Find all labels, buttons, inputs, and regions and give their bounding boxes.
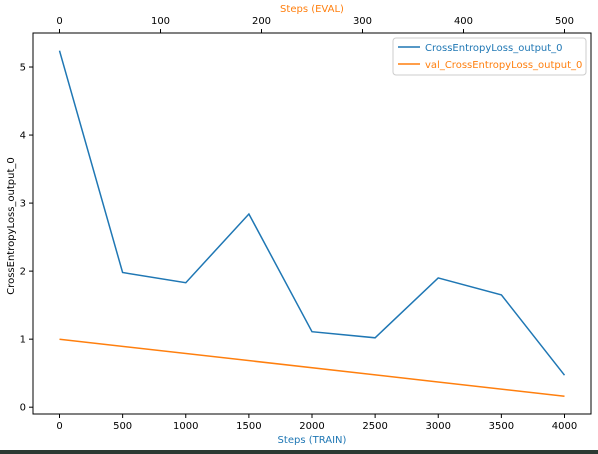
eval-loss-line [59, 338, 565, 398]
window-bottom-edge [0, 450, 598, 454]
y-tick-label: 4 [20, 131, 26, 142]
top-tick-label: 100 [151, 16, 170, 27]
y-tick-label: 3 [20, 199, 26, 210]
legend-eval-label: val_CrossEntropyLoss_output_0 [425, 60, 582, 71]
bottom-tick-label: 500 [113, 421, 132, 432]
y-tick-label: 5 [20, 63, 26, 74]
plot-frame [32, 32, 592, 415]
bottom-tick-label: 3000 [426, 421, 451, 432]
y-axis-title: CrossEntropyLoss_output_0 [6, 157, 17, 295]
legend-box [392, 37, 587, 76]
bottom-tick-label: 1000 [173, 421, 198, 432]
legend: CrossEntropyLoss_output_0 val_CrossEntro… [392, 37, 587, 76]
top-tick-label: 500 [555, 16, 574, 27]
top-axis-title: Steps (EVAL) [280, 4, 344, 15]
bottom-tick-label: 2500 [362, 421, 387, 432]
top-x-axis: 0 100 200 300 400 500 [56, 16, 574, 33]
y-tick-label: 1 [20, 335, 26, 346]
bottom-tick-label: 2000 [299, 421, 324, 432]
bottom-tick-label: 3500 [489, 421, 514, 432]
bottom-axis-title: Steps (TRAIN) [278, 435, 347, 446]
top-tick-label: 300 [353, 16, 372, 27]
bottom-x-axis: 0 500 1000 1500 2000 2500 3000 3500 4000 [56, 414, 577, 432]
y-axis: 0 1 2 3 4 5 [20, 63, 33, 414]
bottom-tick-label: 4000 [552, 421, 577, 432]
series-lines [58, 50, 566, 398]
bottom-tick-label: 0 [56, 421, 62, 432]
top-tick-label: 0 [56, 16, 62, 27]
y-tick-label: 0 [20, 403, 26, 414]
train-loss-line [58, 50, 566, 376]
top-tick-label: 400 [454, 16, 473, 27]
legend-train-label: CrossEntropyLoss_output_0 [425, 43, 563, 54]
y-tick-label: 2 [20, 267, 26, 278]
top-tick-label: 200 [252, 16, 271, 27]
bottom-tick-label: 1500 [236, 421, 261, 432]
